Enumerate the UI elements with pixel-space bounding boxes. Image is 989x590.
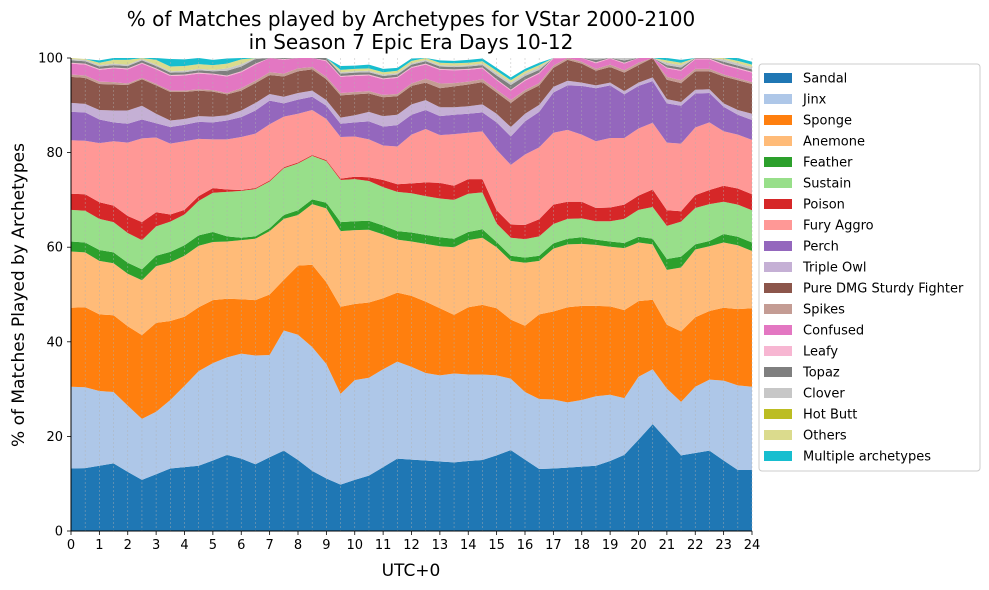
legend-label-multiple-archetypes: Multiple archetypes [803,450,931,465]
x-tick-label: 18 [573,538,590,553]
x-tick-label: 1 [95,538,103,553]
x-tick-label: 20 [630,538,647,553]
x-tick-label: 4 [180,538,188,553]
legend-swatch-sustain [764,178,792,188]
x-tick-label: 3 [152,538,160,553]
y-axis-label: % of Matches Played by Archetypes [9,143,29,447]
legend: Sandal Jinx Sponge Anemone Feather Sustain Poi… [758,63,981,472]
legend-swatch-spikes [764,304,792,314]
x-tick-label: 13 [432,538,449,553]
area-series-others [71,58,752,83]
legend-swatch-anemone [764,136,792,146]
x-tick-label: 19 [602,538,619,553]
legend-swatch-clover [764,388,792,398]
legend-label-jinx: Jinx [802,93,827,108]
x-tick-label: 23 [715,538,732,553]
legend-label-triple-owl: Triple Owl [802,261,866,276]
x-tick-label: 9 [322,538,330,553]
y-tick-label: 60 [46,241,63,256]
x-tick-label: 11 [375,538,392,553]
vertical-gridlines [70,58,753,531]
y-axis-ticks: 0 20 40 60 80 100 [38,52,71,540]
legend-swatch-leafy [764,346,792,356]
x-tick-label: 22 [687,538,704,553]
chart-title: % of Matches played by Archetypes for VS… [127,7,696,31]
x-tick-label: 14 [460,538,477,553]
legend-label-confused: Confused [803,324,864,339]
legend-swatch-sponge [764,115,792,125]
legend-swatch-feather [764,157,792,167]
legend-swatch-others [764,430,792,440]
x-tick-label: 16 [517,538,534,553]
x-tick-label: 21 [659,538,676,553]
x-tick-label: 8 [294,538,302,553]
x-tick-label: 10 [346,538,363,553]
legend-label-leafy: Leafy [803,345,838,360]
legend-swatch-multiple-archetypes [764,451,792,461]
y-tick-label: 80 [46,146,63,161]
legend-swatch-perch [764,241,792,251]
area-series-sustain [71,155,752,270]
x-tick-label: 15 [488,538,505,553]
legend-label-topaz: Topaz [802,366,840,381]
x-tick-label: 24 [744,538,761,553]
legend-label-feather: Feather [803,156,853,171]
y-tick-label: 100 [38,52,63,67]
x-axis-label: UTC+0 [382,561,441,581]
legend-swatch-fury-aggro [764,220,792,230]
legend-label-pure-dmg-sturdy-fighter: Pure DMG Sturdy Fighter [803,282,964,297]
legend-swatch-jinx [764,94,792,104]
area-series-clover [71,58,752,85]
legend-label-others: Others [803,429,847,444]
legend-label-sponge: Sponge [803,114,852,129]
legend-swatch-sandal [764,73,792,83]
x-tick-label: 17 [545,538,562,553]
area-series-multiple-archetypes [71,58,752,81]
x-tick-label: 7 [265,538,273,553]
y-tick-label: 0 [55,525,63,540]
legend-frame [758,63,981,472]
legend-label-perch: Perch [803,240,839,255]
legend-label-spikes: Spikes [803,303,845,318]
x-tick-label: 2 [124,538,132,553]
y-tick-label: 20 [46,430,63,445]
legend-label-fury-aggro: Fury Aggro [803,219,874,234]
legend-swatch-poison [764,199,792,209]
legend-label-anemone: Anemone [803,135,865,150]
x-tick-label: 12 [403,538,420,553]
chart-subtitle: in Season 7 Epic Era Days 10-12 [249,30,574,54]
legend-label-clover: Clover [803,387,845,402]
x-tick-label: 0 [67,538,75,553]
x-tick-label: 5 [209,538,217,553]
x-tick-label: 6 [237,538,245,553]
legend-swatch-confused [764,325,792,335]
legend-label-sandal: Sandal [803,72,847,87]
legend-swatch-pure-dmg-sturdy-fighter [764,283,792,293]
x-axis-ticks: 0 1 2 3 4 5 6 7 8 9 10 11 12 13 14 15 16 17 18 19 20 21 22 23 24 [67,531,760,553]
legend-swatch-topaz [764,367,792,377]
area-series-sandal [71,424,752,531]
legend-label-poison: Poison [803,198,845,213]
legend-label-sustain: Sustain [803,177,851,192]
y-tick-label: 40 [46,335,63,350]
legend-label-hot-butt: Hot Butt [803,408,857,423]
legend-swatch-triple-owl [764,262,792,272]
area-series-poison [71,154,752,241]
legend-swatch-hot-butt [764,409,792,419]
